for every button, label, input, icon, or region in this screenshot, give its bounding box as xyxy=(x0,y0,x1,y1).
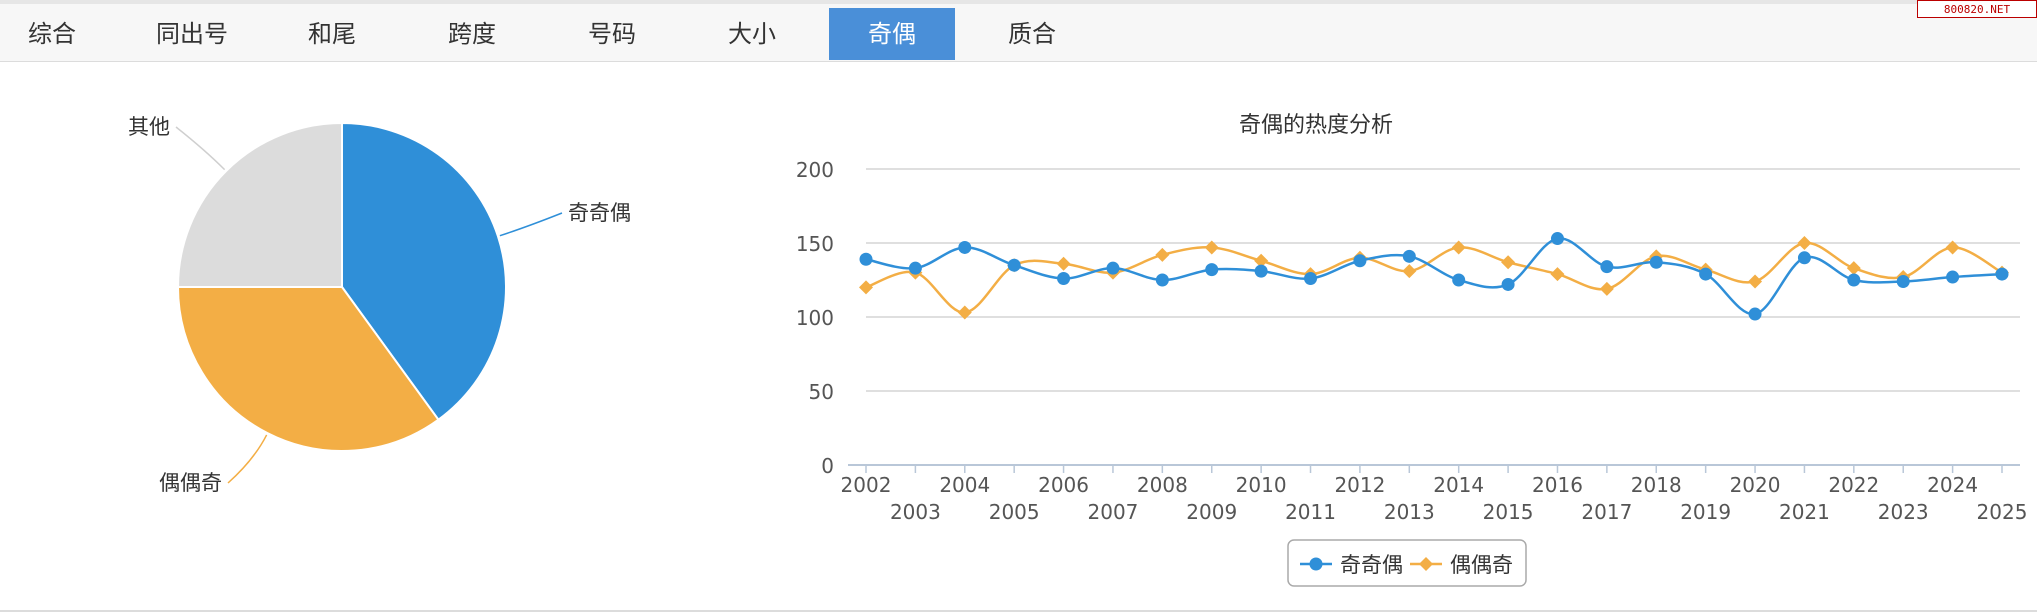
x-tick-label: 2012 xyxy=(1334,473,1385,497)
x-tick-label: 2013 xyxy=(1384,500,1435,524)
data-point[interactable] xyxy=(1550,267,1565,282)
data-point[interactable] xyxy=(1254,253,1269,268)
x-tick-label: 2004 xyxy=(939,473,990,497)
data-point[interactable] xyxy=(1254,264,1268,278)
pie-label: 偶偶奇 xyxy=(159,471,222,495)
y-tick-label: 50 xyxy=(809,380,834,404)
tab-zhihe[interactable]: 质合 xyxy=(1008,20,1056,48)
data-point[interactable] xyxy=(1304,272,1318,286)
data-point[interactable] xyxy=(1797,236,1812,250)
pie-label: 其他 xyxy=(128,115,170,139)
x-tick-label: 2018 xyxy=(1631,473,1682,497)
data-point[interactable] xyxy=(1204,240,1219,255)
data-point[interactable] xyxy=(908,261,922,275)
data-point[interactable] xyxy=(1155,247,1170,262)
y-tick-label: 200 xyxy=(796,158,834,182)
data-point[interactable] xyxy=(1057,272,1071,286)
data-point[interactable] xyxy=(1205,263,1219,277)
data-point[interactable] xyxy=(1106,261,1120,275)
x-tick-label: 2009 xyxy=(1186,500,1237,524)
x-tick-label: 2008 xyxy=(1137,473,1188,497)
y-tick-label: 0 xyxy=(821,454,834,478)
x-tick-label: 2022 xyxy=(1828,473,1879,497)
data-point[interactable] xyxy=(1649,255,1663,269)
data-point[interactable] xyxy=(1896,274,1910,288)
pie-slice[interactable] xyxy=(176,286,440,452)
data-point[interactable] xyxy=(1550,232,1564,246)
tab-zonghe[interactable]: 综合 xyxy=(28,20,76,48)
x-tick-label: 2005 xyxy=(989,500,1040,524)
data-point[interactable] xyxy=(1846,261,1861,276)
pie-label: 奇奇偶 xyxy=(568,201,631,225)
x-tick-label: 2025 xyxy=(1977,500,2028,524)
data-point[interactable] xyxy=(1699,267,1713,281)
legend-label[interactable]: 偶偶奇 xyxy=(1450,553,1513,577)
series-line xyxy=(865,241,2003,314)
pie-slice[interactable] xyxy=(176,121,343,288)
data-point[interactable] xyxy=(1007,258,1021,272)
data-point[interactable] xyxy=(1353,254,1367,268)
pie-connector xyxy=(499,212,563,237)
legend-marker xyxy=(1419,557,1433,571)
data-point[interactable] xyxy=(1402,264,1417,279)
data-point[interactable] xyxy=(1501,255,1516,270)
chart-title: 奇偶的热度分析 xyxy=(1239,113,1393,138)
x-tick-label: 2021 xyxy=(1779,500,1830,524)
data-point[interactable] xyxy=(1847,273,1861,287)
data-point[interactable] xyxy=(1600,260,1614,274)
x-tick-label: 2015 xyxy=(1483,500,1534,524)
pie-slice[interactable] xyxy=(341,121,507,422)
data-point[interactable] xyxy=(1501,277,1515,291)
pie-connector xyxy=(227,434,268,484)
data-point[interactable] xyxy=(1451,240,1466,255)
x-tick-label: 2019 xyxy=(1680,500,1731,524)
tab-bar: 综合 同出号 和尾 跨度 号码 大小 奇偶 质合 xyxy=(0,4,2037,62)
data-point[interactable] xyxy=(1995,267,2009,281)
data-point[interactable] xyxy=(1748,307,1762,321)
site-badge: 800820.NET xyxy=(1917,0,2037,18)
data-point[interactable] xyxy=(859,252,873,266)
data-point[interactable] xyxy=(1797,251,1811,265)
data-point[interactable] xyxy=(859,280,873,295)
data-point[interactable] xyxy=(1946,270,1960,284)
tab-jiou[interactable]: 奇偶 xyxy=(829,8,955,60)
x-tick-label: 2023 xyxy=(1878,500,1929,524)
y-tick-label: 100 xyxy=(796,306,834,330)
data-point[interactable] xyxy=(1155,273,1169,287)
x-tick-label: 2002 xyxy=(841,473,892,497)
y-tick-label: 150 xyxy=(796,232,834,256)
x-tick-label: 2007 xyxy=(1088,500,1139,524)
tab-hewei[interactable]: 和尾 xyxy=(308,20,356,48)
legend-label[interactable]: 奇奇偶 xyxy=(1340,553,1403,577)
line-chart: 奇偶的热度分析 0 50 100 150 200 2002 2003 2004 2005 200… xyxy=(796,113,2028,587)
tab-haoma[interactable]: 号码 xyxy=(588,20,636,48)
tab-tongchuhao[interactable]: 同出号 xyxy=(156,20,228,48)
data-point[interactable] xyxy=(958,240,972,254)
legend-box xyxy=(1287,539,1527,587)
data-point[interactable] xyxy=(1945,240,1960,255)
x-tick-label: 2010 xyxy=(1236,473,1287,497)
x-tick-label: 2011 xyxy=(1285,500,1336,524)
x-tick-label: 2006 xyxy=(1038,473,1089,497)
bottom-border xyxy=(0,610,2037,612)
series-line xyxy=(865,237,2003,316)
x-tick-label: 2020 xyxy=(1730,473,1781,497)
x-tick-label: 2024 xyxy=(1927,473,1978,497)
top-border xyxy=(0,0,2037,4)
data-point[interactable] xyxy=(1402,249,1416,263)
data-point[interactable] xyxy=(1452,273,1466,287)
data-point[interactable] xyxy=(1748,274,1763,289)
x-tick-label: 2016 xyxy=(1532,473,1583,497)
x-tick-label: 2003 xyxy=(890,500,941,524)
data-point[interactable] xyxy=(1056,256,1071,271)
x-tick-label: 2014 xyxy=(1433,473,1484,497)
data-point[interactable] xyxy=(1599,281,1614,296)
tab-daxiao[interactable]: 大小 xyxy=(728,20,776,48)
pie-connector xyxy=(175,126,226,171)
x-tick-label: 2017 xyxy=(1581,500,1632,524)
data-point[interactable] xyxy=(957,305,972,320)
legend-marker xyxy=(1309,557,1323,571)
tab-kuadu[interactable]: 跨度 xyxy=(448,20,496,48)
